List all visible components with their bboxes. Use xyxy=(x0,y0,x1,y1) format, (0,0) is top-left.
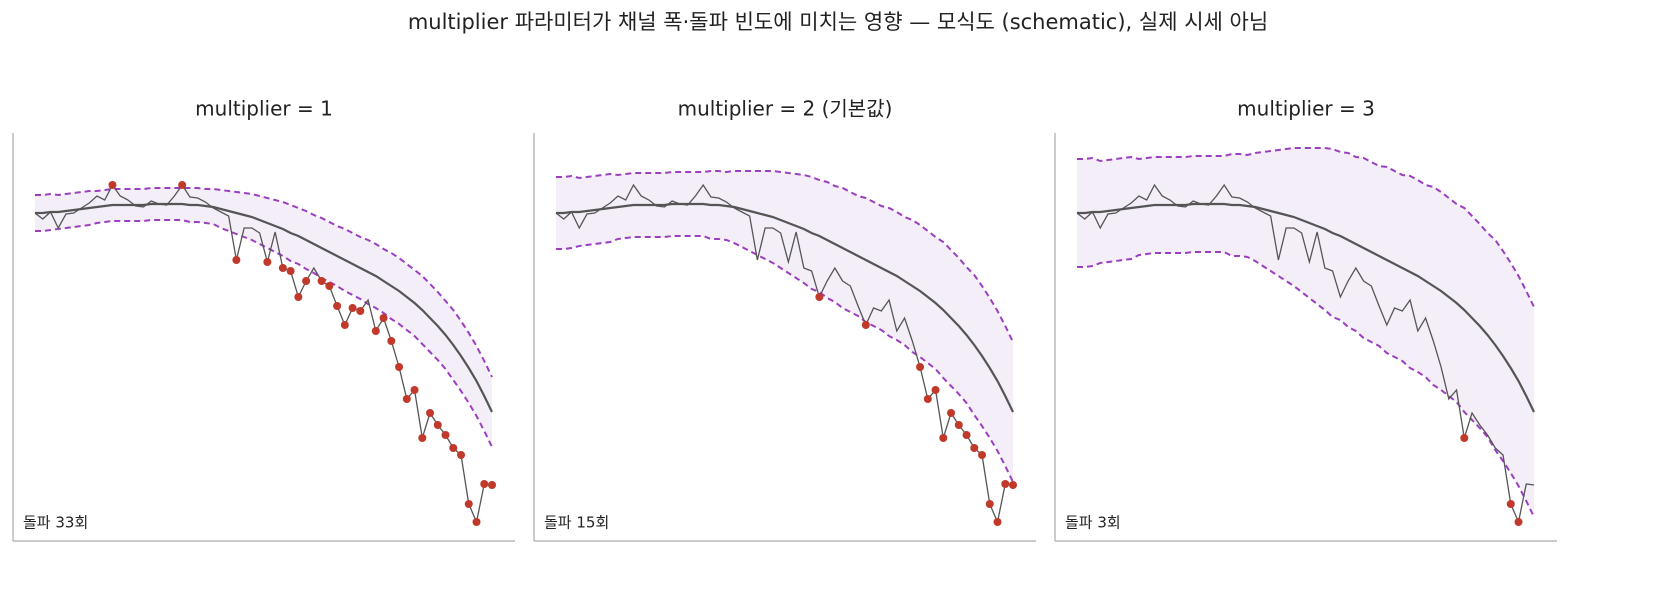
breakout-dot xyxy=(449,444,458,452)
breakout-dot xyxy=(947,409,956,417)
breakout-dot xyxy=(923,395,932,403)
breakout-dot xyxy=(410,386,419,394)
breakout-dot xyxy=(356,307,365,315)
figure-title: multiplier 파라미터가 채널 폭·돌파 빈도에 미치는 영향 — 모식… xyxy=(408,10,1268,34)
breakout-dot xyxy=(1514,518,1523,526)
middle-line xyxy=(35,202,493,413)
breakout-dot xyxy=(962,431,971,439)
band-fill xyxy=(35,188,492,447)
panel-title: multiplier = 1 xyxy=(195,97,333,121)
panel-title: multiplier = 2 (기본값) xyxy=(678,97,893,121)
breakout-dot xyxy=(317,277,326,285)
upper-band xyxy=(35,187,493,378)
breakout-dot xyxy=(861,321,870,329)
breakout-dot xyxy=(426,409,435,417)
breakout-dot xyxy=(325,282,334,290)
panel-lines xyxy=(34,183,493,525)
lower-band xyxy=(556,235,1014,483)
middle-line xyxy=(556,202,1014,413)
breakout-dot xyxy=(939,434,948,442)
annotation: 돌파 33회 xyxy=(23,514,88,532)
breakout-dot xyxy=(108,181,117,189)
breakout-dot xyxy=(993,518,1002,526)
breakout-dot xyxy=(433,421,442,429)
annotation: 돌파 3회 xyxy=(1065,514,1121,532)
annotation: 돌파 15회 xyxy=(544,514,609,532)
breakout-dot xyxy=(286,267,295,275)
breakout-dot xyxy=(978,451,987,459)
upper-band xyxy=(1077,147,1535,308)
breakout-dot xyxy=(348,304,357,312)
breakout-dot xyxy=(371,327,380,335)
breakout-dot xyxy=(387,337,396,345)
band-fill xyxy=(1077,148,1534,517)
lower-band xyxy=(1077,251,1535,518)
breakout-dot xyxy=(1506,500,1515,508)
breakout-dot xyxy=(916,363,925,371)
breakout-dot xyxy=(379,314,388,322)
band-fill xyxy=(556,171,1013,482)
panel-lines xyxy=(555,170,1014,525)
breakout-dot xyxy=(441,431,450,439)
breakout-dot xyxy=(1001,480,1010,488)
breakout-dot xyxy=(395,363,404,371)
breakout-dot xyxy=(1460,434,1469,442)
breakout-dot xyxy=(488,481,496,489)
breakout-dot xyxy=(333,302,342,310)
breakout-dot xyxy=(931,386,940,394)
breakout-dot xyxy=(480,480,489,488)
breakout-dot xyxy=(970,444,979,452)
breakout-dot xyxy=(178,181,187,189)
price-line xyxy=(555,183,1014,525)
breakout-dot xyxy=(402,395,411,403)
breakout-dot xyxy=(1009,481,1017,489)
breakout-dot xyxy=(278,264,287,272)
breakout-dot xyxy=(294,293,303,301)
breakout-dot xyxy=(472,518,481,526)
breakout-dot xyxy=(954,421,963,429)
breakout-dot xyxy=(815,293,824,301)
panel-lines xyxy=(1076,147,1535,525)
breakout-dot xyxy=(302,277,311,285)
panel-title: multiplier = 3 xyxy=(1237,97,1375,121)
breakout-dot xyxy=(263,258,272,266)
breakout-dot xyxy=(985,500,994,508)
breakout-dot xyxy=(418,434,427,442)
breakout-dot xyxy=(232,256,241,264)
breakout-dot xyxy=(457,451,466,459)
middle-line xyxy=(1077,202,1535,413)
breakout-dot xyxy=(464,500,473,508)
breakout-dot xyxy=(340,321,349,329)
price-line xyxy=(1076,183,1535,525)
